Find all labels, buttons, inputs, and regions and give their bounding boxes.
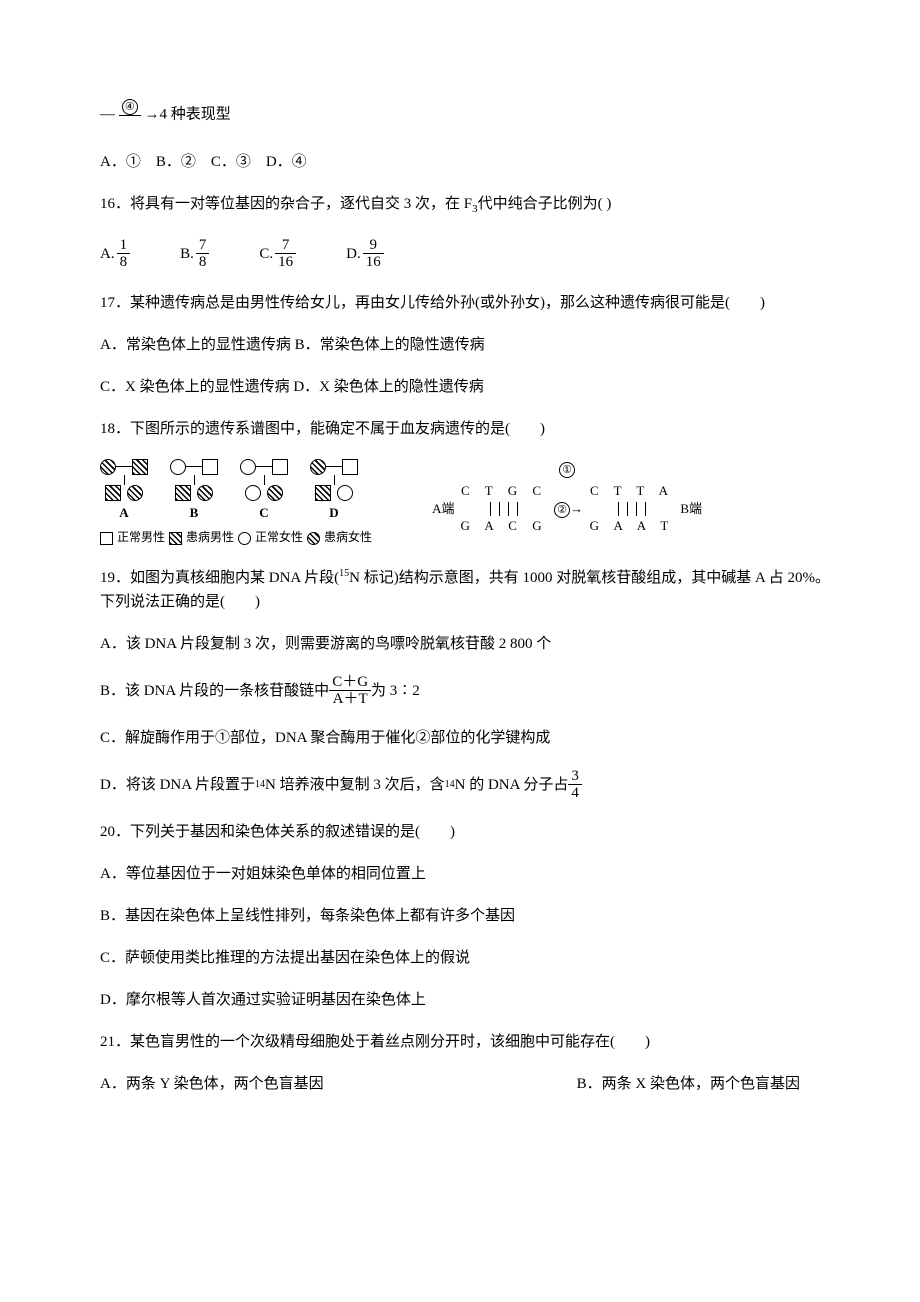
q20-opt-d: D．摩尔根等人首次通过实验证明基因在染色体上 bbox=[100, 988, 830, 1012]
dna-right-block: C T T A G A A T bbox=[590, 481, 675, 537]
pedigree-legend: 正常男性 患病男性 正常女性 患病女性 bbox=[100, 528, 372, 547]
q15-tail: — ④ →4 种表现型 bbox=[100, 98, 830, 132]
q20-opt-a: A．等位基因位于一对姐妹染色单体的相同位置上 bbox=[100, 862, 830, 886]
affected-female-icon bbox=[100, 459, 116, 475]
q16-opt-d: D.916 bbox=[346, 237, 384, 271]
q15-arrow: → bbox=[145, 106, 160, 122]
affected-female-icon bbox=[267, 485, 283, 501]
normal-male-icon bbox=[342, 459, 358, 475]
normal-female-icon bbox=[170, 459, 186, 475]
q20-stem: 20．下列关于基因和染色体关系的叙述错误的是( ) bbox=[100, 820, 830, 844]
dna-gap: ②→ bbox=[554, 499, 584, 520]
circled-1-icon: ① bbox=[559, 462, 575, 478]
q15-text: 4 种表现型 bbox=[160, 106, 231, 122]
affected-female-icon bbox=[307, 532, 320, 545]
q20-opt-c: C．萨顿使用类比推理的方法提出基因在染色体上的假说 bbox=[100, 946, 830, 970]
affected-male-icon bbox=[169, 532, 182, 545]
normal-female-icon bbox=[245, 485, 261, 501]
affected-male-icon bbox=[315, 485, 331, 501]
normal-female-icon bbox=[240, 459, 256, 475]
q15-prefix: — bbox=[100, 106, 115, 122]
q17-stem: 17．某种遗传病总是由男性传给女儿，再由女儿传给外孙(或外孙女)，那么这种遗传病… bbox=[100, 291, 830, 315]
q19-opt-d: D．将该 DNA 片段置于 14N 培养液中复制 3 次后，含 14N 的 DN… bbox=[100, 768, 830, 802]
q16-options: A.18 B.78 C.716 D.916 bbox=[100, 237, 830, 271]
q18-figures: A B C D 正 bbox=[100, 459, 830, 548]
q16-stem: 16．将具有一对等位基因的杂合子，逐代自交 3 次，在 F3代中纯合子比例为( … bbox=[100, 192, 830, 219]
family-b: B bbox=[170, 459, 218, 524]
family-c: C bbox=[240, 459, 288, 524]
q19-opt-c: C．解旋酶作用于①部位，DNA 聚合酶用于催化②部位的化学键构成 bbox=[100, 726, 830, 750]
arrow-right-icon: → bbox=[570, 501, 583, 516]
dna-diagram: ① A端 C T G C G A C G ②→ C T T A G A A T … bbox=[432, 459, 702, 537]
q21-opt-a: A．两条 Y 染色体，两个色盲基因 bbox=[100, 1072, 324, 1096]
q19-opt-a: A．该 DNA 片段复制 3 次，则需要游离的鸟嘌呤脱氧核苷酸 2 800 个 bbox=[100, 632, 830, 656]
q19-stem: 19．如图为真核细胞内某 DNA 片段(15N 标记)结构示意图，共有 1000… bbox=[100, 566, 830, 614]
family-a: A bbox=[100, 459, 148, 524]
q16-opt-c: C.716 bbox=[259, 237, 296, 271]
affected-male-icon bbox=[132, 459, 148, 475]
normal-female-icon bbox=[337, 485, 353, 501]
q21-opts-ab: A．两条 Y 染色体，两个色盲基因 B．两条 X 染色体，两个色盲基因 bbox=[100, 1072, 800, 1096]
q21-opt-b: B．两条 X 染色体，两个色盲基因 bbox=[577, 1072, 800, 1096]
affected-female-icon bbox=[197, 485, 213, 501]
normal-female-icon bbox=[238, 532, 251, 545]
circled-4-icon: ④ bbox=[122, 99, 138, 115]
q15-frac: ④ bbox=[119, 98, 141, 132]
q16-opt-b: B.78 bbox=[180, 237, 209, 271]
q17-opt-cd: C．X 染色体上的显性遗传病 D．X 染色体上的隐性遗传病 bbox=[100, 375, 830, 399]
q19b-fraction: C＋GA＋T bbox=[329, 674, 371, 708]
dna-right-label: B端 bbox=[680, 499, 702, 520]
q16-opt-a: A.18 bbox=[100, 237, 130, 271]
q15-options: A．① B．② C．③ D．④ bbox=[100, 150, 830, 174]
affected-female-icon bbox=[310, 459, 326, 475]
q18-stem: 18．下图所示的遗传系谱图中，能确定不属于血友病遗传的是( ) bbox=[100, 417, 830, 441]
q19-opt-b: B．该 DNA 片段的一条核苷酸链中 C＋GA＋T 为 3∶2 bbox=[100, 674, 830, 708]
dna-left-label: A端 bbox=[432, 499, 454, 520]
dna-left-block: C T G C G A C G bbox=[460, 481, 547, 537]
affected-male-icon bbox=[105, 485, 121, 501]
affected-female-icon bbox=[127, 485, 143, 501]
circled-2-icon: ② bbox=[554, 502, 570, 518]
affected-male-icon bbox=[175, 485, 191, 501]
q19d-fraction: 34 bbox=[568, 768, 582, 802]
q20-opt-b: B．基因在染色体上呈线性排列，每条染色体上都有许多个基因 bbox=[100, 904, 830, 928]
pedigree-diagram: A B C D 正 bbox=[100, 459, 372, 548]
normal-male-icon bbox=[272, 459, 288, 475]
normal-male-icon bbox=[202, 459, 218, 475]
q17-opt-ab: A．常染色体上的显性遗传病 B．常染色体上的隐性遗传病 bbox=[100, 333, 830, 357]
family-d: D bbox=[310, 459, 358, 524]
normal-male-icon bbox=[100, 532, 113, 545]
q21-stem: 21．某色盲男性的一个次级精母细胞处于着丝点刚分开时，该细胞中可能存在( ) bbox=[100, 1030, 830, 1054]
